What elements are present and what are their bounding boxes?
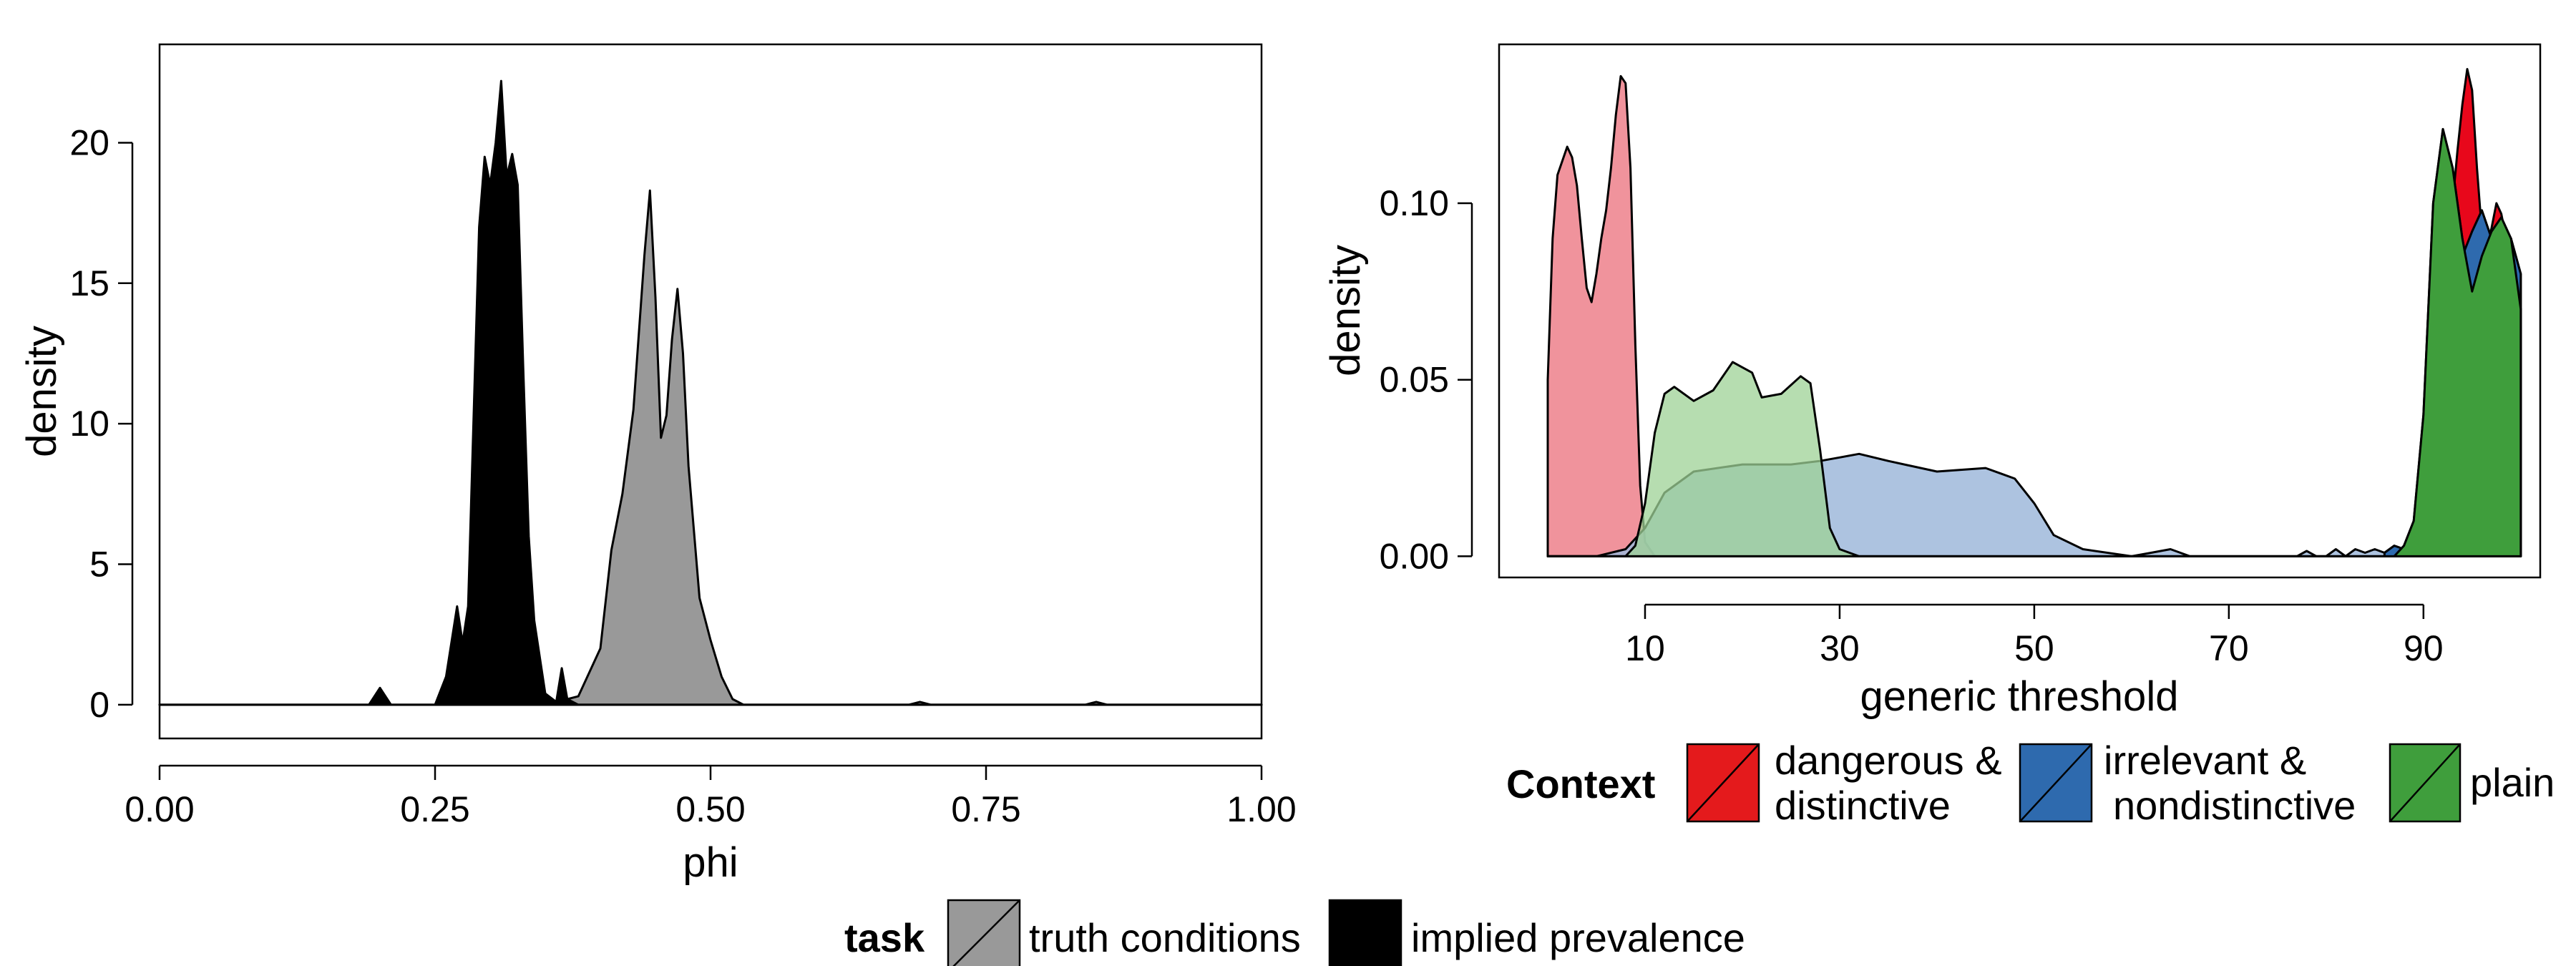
x-tick-label: 50	[2014, 628, 2054, 668]
x-tick-label: 70	[2209, 628, 2249, 668]
x-tick-label: 1.00	[1226, 789, 1296, 829]
right-y-ticks: 0.00 0.05 0.10	[1380, 183, 1473, 576]
x-tick-label: 90	[2404, 628, 2444, 668]
density-area-truth-conditions	[158, 189, 1263, 706]
density-area-plain	[1546, 127, 2522, 557]
right-density-marks	[1546, 68, 2522, 557]
legend-label-distinctive: distinctive	[1775, 783, 1951, 828]
left-y-axis-label: density	[19, 326, 65, 457]
y-tick-label: 5	[89, 545, 109, 585]
density-peak-high-plain	[2393, 127, 2522, 557]
legend-label-truth-conditions: truth conditions	[1029, 915, 1301, 960]
right-x-axis-label: generic threshold	[1860, 673, 2179, 720]
x-tick-label: 0.75	[951, 789, 1020, 829]
y-tick-label: 0.05	[1380, 360, 1449, 400]
right-x-ticks: 10 30 50 70 90	[1625, 603, 2444, 668]
left-density-marks	[158, 79, 1263, 706]
legend-key-plain	[2389, 743, 2462, 823]
left-plot-frame	[158, 43, 1263, 740]
legend-label-implied-prevalence: implied prevalence	[1411, 915, 1745, 960]
legend-key-implied-prevalence	[1328, 899, 1402, 966]
legend-label-nondistinctive: nondistinctive	[2113, 783, 2356, 828]
y-tick-label: 0.10	[1380, 183, 1449, 223]
left-y-ticks: 0 5 10 15 20	[69, 122, 134, 725]
left-x-axis-label: phi	[683, 839, 738, 886]
x-tick-label: 0.00	[125, 789, 194, 829]
legend-label-plain: plain	[2470, 760, 2555, 805]
y-tick-label: 15	[69, 263, 109, 303]
right-plot-frame	[1498, 43, 2542, 579]
task-legend: task truth conditions implied prevalence	[844, 899, 1745, 966]
x-tick-label: 0.25	[400, 789, 469, 829]
x-tick-label: 30	[1820, 628, 1860, 668]
left-x-ticks: 0.00 0.25 0.50 0.75 1.00	[125, 764, 1297, 829]
y-tick-label: 0.00	[1380, 536, 1449, 576]
legend-key-dangerous-distinctive	[1686, 743, 1760, 823]
x-tick-label: 0.50	[675, 789, 745, 829]
density-area-dangerous-distinctive-low-	[1546, 74, 1657, 557]
context-legend: Context dangerous & distinctive irreleva…	[1506, 738, 2555, 828]
left-density-chart: 0.00 0.25 0.50 0.75 1.00 0 5 10 15 20 phi densit…	[19, 43, 1297, 886]
legend-key-irrelevant-nondistinctive	[2019, 743, 2093, 823]
legend-label-irrelevant: irrelevant &	[2104, 738, 2306, 783]
legend-key-truth-conditions	[947, 899, 1021, 966]
right-y-axis-label: density	[1322, 245, 1369, 376]
legend-label-dangerous: dangerous &	[1775, 738, 2002, 783]
y-tick-label: 10	[69, 404, 109, 444]
right-density-chart: 10 30 50 70 90 0.00 0.05 0.10 generic threshol…	[1322, 43, 2542, 720]
y-tick-label: 0	[89, 685, 109, 725]
x-tick-label: 10	[1625, 628, 1665, 668]
y-tick-label: 20	[69, 122, 109, 162]
context-legend-title: Context	[1506, 761, 1655, 806]
density-area-implied-prevalence	[158, 79, 1263, 706]
task-legend-title: task	[844, 915, 925, 960]
